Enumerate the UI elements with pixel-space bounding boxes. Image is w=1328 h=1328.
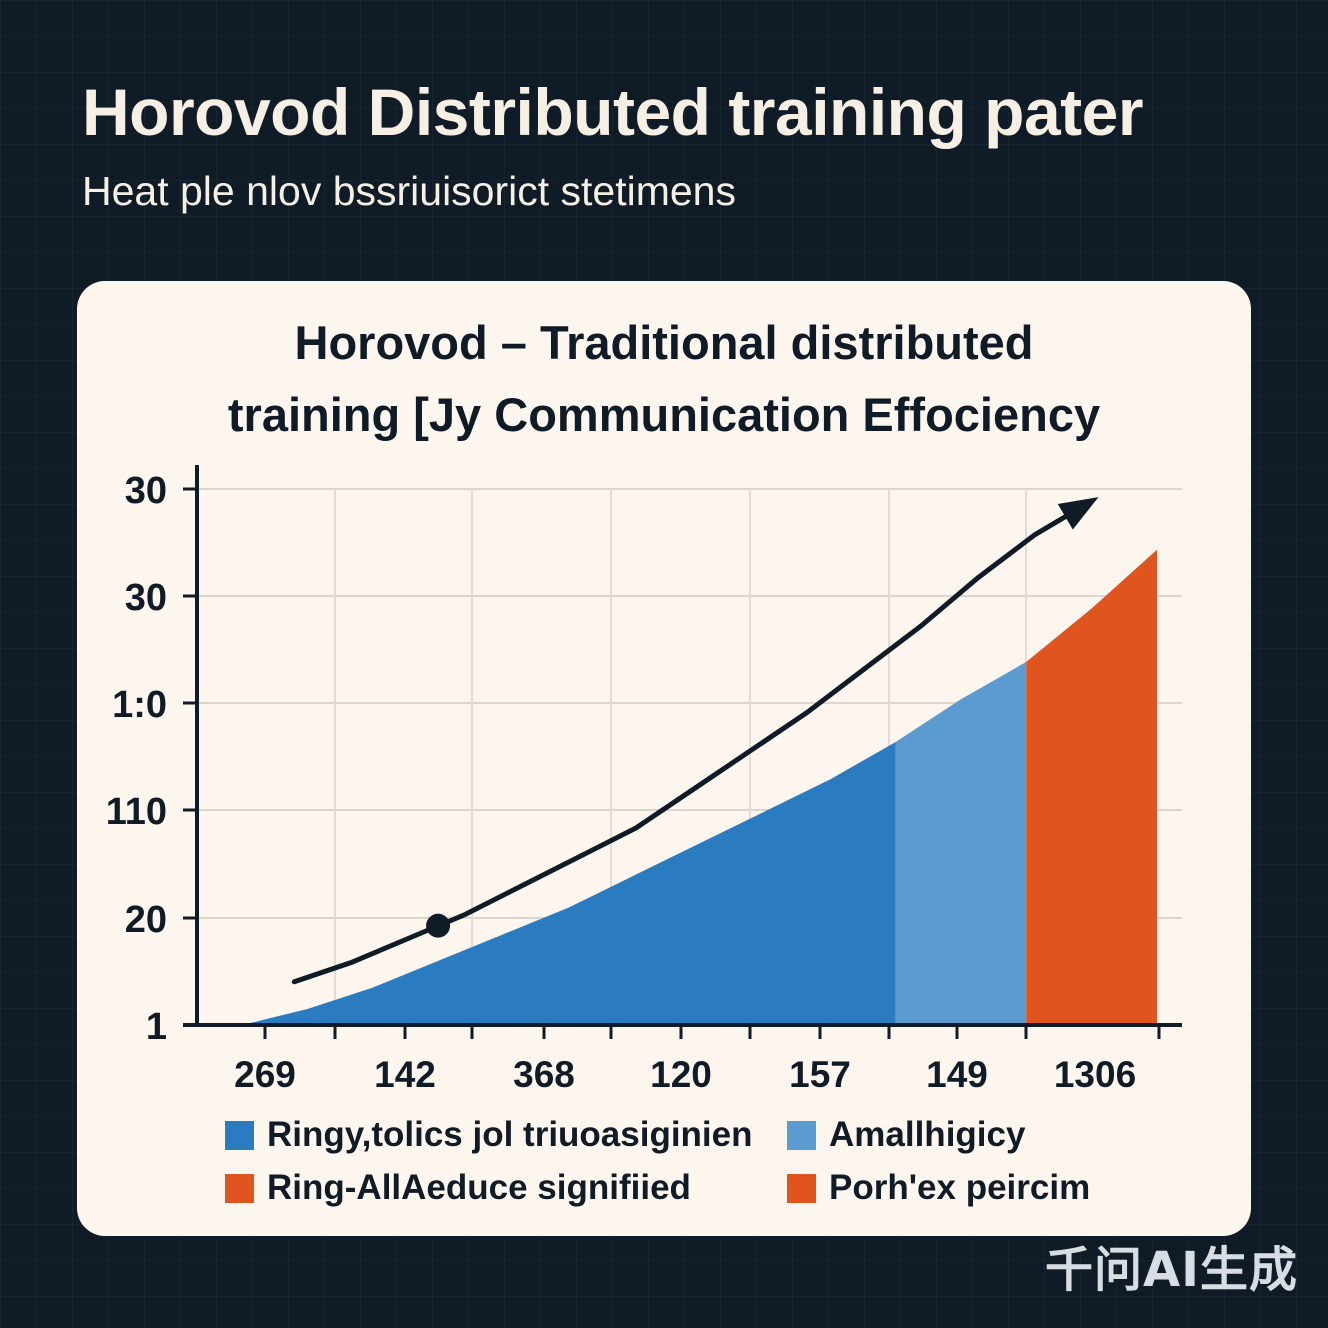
x-tick-label: 157: [789, 1054, 851, 1095]
x-tick-label: 1306: [1054, 1054, 1136, 1095]
legend-swatch: [787, 1174, 816, 1203]
y-tick-label: 1:0: [112, 684, 167, 726]
y-tick-label: 30: [125, 470, 167, 512]
chart-title-line-1: Horovod – Traditional distributed: [295, 316, 1034, 369]
legend-label: Ring-AllAeduce signifiied: [267, 1168, 691, 1207]
legend-swatch: [225, 1121, 254, 1150]
area-series-3: [1026, 549, 1157, 1025]
legend-label: Porh'ex peircim: [829, 1168, 1090, 1207]
x-tick-label: 120: [650, 1054, 712, 1095]
chart-title-line-2: training [Jy Communication Effociency: [228, 388, 1100, 441]
x-tick-label: 142: [374, 1054, 436, 1095]
x-tick-label: 149: [926, 1054, 988, 1095]
legend-swatch: [787, 1121, 816, 1150]
y-tick-label: 1: [146, 1006, 167, 1048]
page-subtitle: Heat ple nlov bssriuisorict stetimens: [82, 168, 736, 214]
area-series-2: [895, 661, 1027, 1025]
chart-card: Horovod – Traditional distributed trainin…: [77, 281, 1251, 1236]
y-tick-label: 20: [125, 899, 167, 941]
legend-label: Ringy,tolics jol triuoasiginien: [267, 1115, 753, 1154]
trend-arrow-head: [1057, 497, 1099, 530]
page-title: Horovod Distributed training pater: [82, 75, 1144, 149]
y-tick-label: 30: [125, 577, 167, 619]
area-chart: Horovod – Traditional distributed trainin…: [106, 316, 1182, 1207]
x-tick-label: 269: [234, 1054, 296, 1095]
x-tick-label: 368: [513, 1054, 575, 1095]
legend-swatch: [225, 1174, 254, 1203]
watermark: 千问AI生成: [1044, 1242, 1298, 1298]
trend-marker-point: [426, 913, 451, 938]
area-series-1: [242, 742, 896, 1025]
y-tick-label: 110: [106, 791, 167, 833]
legend-label: Amallhigicy: [829, 1115, 1026, 1154]
